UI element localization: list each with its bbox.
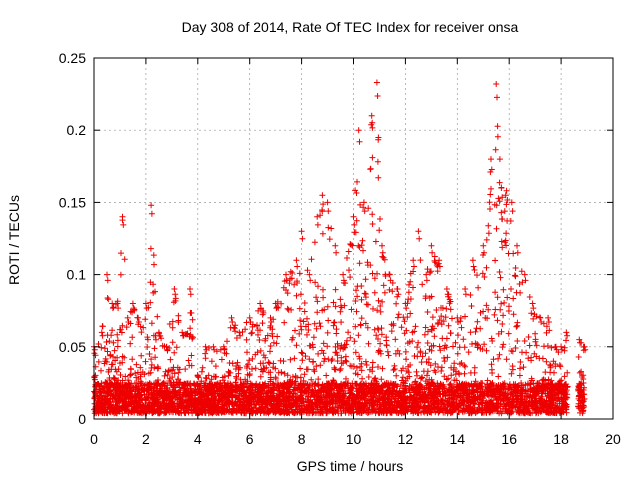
y-tick-label: 0.2 — [67, 122, 87, 138]
x-tick-label: 10 — [346, 431, 362, 447]
x-tick-label: 6 — [246, 431, 254, 447]
x-tick-label: 0 — [90, 431, 98, 447]
x-tick-label: 8 — [298, 431, 306, 447]
x-tick-label: 16 — [501, 431, 517, 447]
x-tick-label: 12 — [398, 431, 414, 447]
x-axis-label: GPS time / hours — [297, 458, 404, 474]
x-axis-ticks: 0 2 4 6 8 10 12 14 16 18 20 — [90, 58, 621, 447]
y-axis-label: ROTI / TECUs — [6, 195, 22, 285]
y-tick-label: 0 — [78, 411, 86, 427]
y-tick-label: 0.05 — [59, 339, 86, 355]
chart-title: Day 308 of 2014, Rate Of TEC Index for r… — [182, 19, 519, 35]
data-points — [91, 79, 589, 417]
x-tick-label: 18 — [553, 431, 569, 447]
y-tick-label: 0.15 — [59, 194, 86, 210]
y-tick-label: 0.1 — [67, 267, 87, 283]
y-axis-ticks: 0 0.05 0.1 0.15 0.2 0.25 — [59, 50, 613, 427]
x-tick-label: 20 — [605, 431, 621, 447]
scatter-series-roti — [91, 79, 589, 417]
x-tick-label: 4 — [194, 431, 202, 447]
grid-lines — [94, 58, 613, 419]
x-tick-label: 14 — [450, 431, 466, 447]
y-tick-label: 0.25 — [59, 50, 86, 66]
x-tick-label: 2 — [142, 431, 150, 447]
